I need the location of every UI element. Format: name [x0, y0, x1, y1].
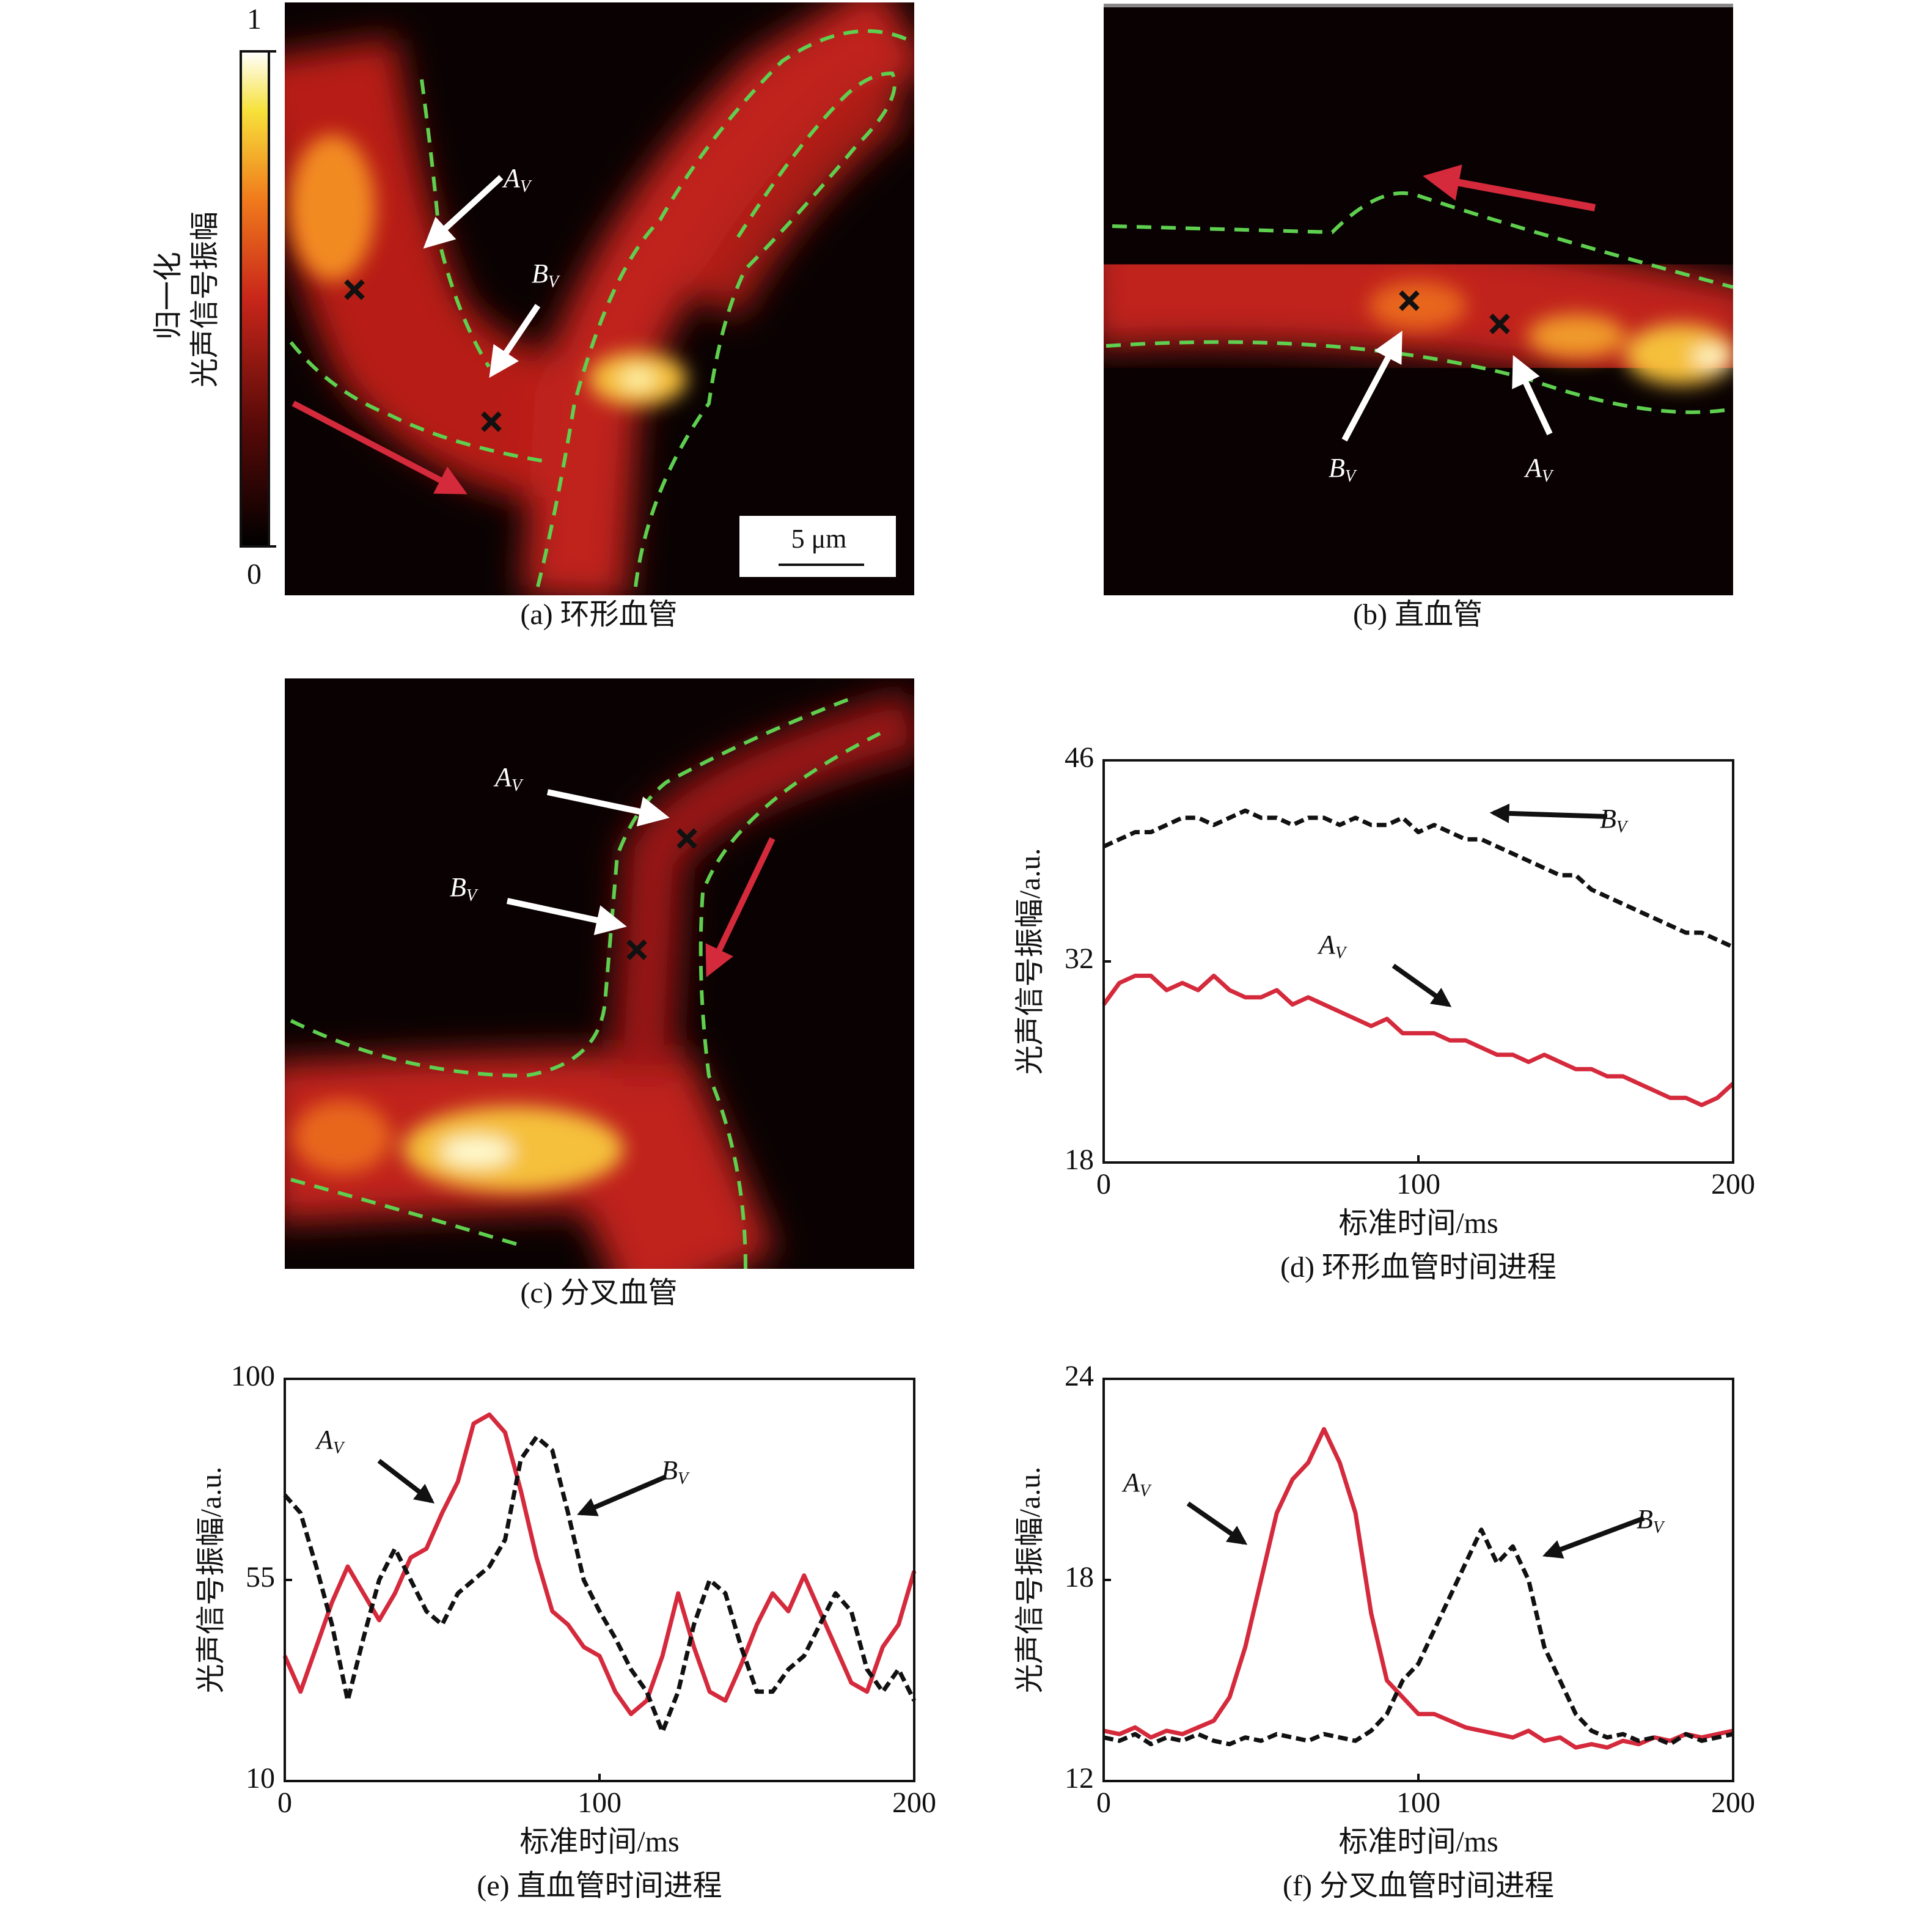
series-label-text: B: [661, 1455, 678, 1485]
colorbar-tick-label: 1: [247, 3, 262, 35]
label-arrow: [1186, 1501, 1248, 1545]
image-label: AV: [502, 163, 532, 196]
image-c: [285, 678, 914, 1269]
image-label: BV: [450, 872, 479, 905]
label-arrow: [377, 1458, 435, 1504]
series-label-text: A: [1121, 1467, 1140, 1497]
x-tick-label: 100: [1396, 1168, 1440, 1200]
series-label: AV: [1317, 930, 1348, 963]
colorbar-title: 归一化: [152, 252, 185, 340]
caption: (a) 环形血管: [520, 598, 677, 631]
series-label-sub: V: [333, 1439, 345, 1458]
label-arrow: [1392, 963, 1452, 1007]
y-tick-label: 46: [1065, 741, 1094, 774]
x-tick-label: 200: [1711, 1787, 1755, 1819]
y-tick-label: 100: [231, 1360, 275, 1392]
x-axis-label: 标准时间/ms: [1338, 1207, 1498, 1240]
colorbar: [240, 50, 270, 548]
caption: (c) 分叉血管: [520, 1277, 677, 1309]
y-tick-label: 18: [1065, 1561, 1094, 1593]
series-label: BV: [661, 1455, 690, 1488]
label-arrow: [1489, 803, 1608, 823]
x-tick-label: 100: [578, 1787, 622, 1819]
series-label: AV: [315, 1425, 345, 1458]
image-a: 5 μm: [285, 2, 914, 595]
y-axis-label: 光声信号振幅/a.u.: [1014, 848, 1046, 1075]
series-label: BV: [1637, 1504, 1665, 1537]
x-tick-label: 0: [277, 1787, 292, 1819]
label-arrow: [577, 1474, 667, 1516]
y-tick-label: 55: [246, 1561, 275, 1593]
plot-frame: [1102, 759, 1734, 1164]
y-axis-label: 光声信号振幅/a.u.: [195, 1467, 227, 1694]
series-label-text: A: [315, 1425, 334, 1455]
x-tick-label: 0: [1096, 1168, 1111, 1200]
series-label-sub: V: [1616, 818, 1629, 837]
series-line: [283, 1434, 917, 1735]
y-tick-label: 18: [1065, 1144, 1094, 1176]
caption: (f) 分叉血管时间进程: [1283, 1870, 1554, 1902]
image-label: AV: [493, 762, 524, 795]
image-label: BV: [532, 259, 560, 292]
scale-bar-label: 5 μm: [791, 524, 847, 554]
series-line: [1102, 808, 1734, 949]
label-arrow: [1542, 1516, 1645, 1559]
series-line: [282, 1412, 917, 1716]
x-tick-label: 200: [1711, 1168, 1755, 1200]
caption: (d) 环形血管时间进程: [1280, 1251, 1557, 1284]
colorbar-title: 光声信号振幅: [189, 211, 221, 388]
y-tick-label: 12: [1065, 1762, 1094, 1794]
image-label: AV: [1524, 453, 1554, 486]
y-tick-label: 10: [246, 1762, 275, 1794]
x-axis-label: 标准时间/ms: [519, 1826, 679, 1858]
x-axis-label: 标准时间/ms: [1338, 1826, 1498, 1858]
caption: (e) 直血管时间进程: [477, 1870, 722, 1902]
y-axis-label: 光声信号振幅/a.u.: [1014, 1467, 1046, 1694]
series-label-sub: V: [1140, 1482, 1152, 1500]
image-label: BV: [1329, 453, 1357, 486]
scale-bar-box: [739, 516, 896, 577]
series-label-sub: V: [678, 1469, 690, 1488]
series-label-sub: V: [1653, 1518, 1665, 1537]
series-label-text: A: [1317, 930, 1336, 960]
series-line: [1103, 1527, 1734, 1747]
caption: (b) 直血管: [1353, 598, 1483, 631]
y-tick-label: 24: [1065, 1360, 1094, 1392]
plot-frame: [1102, 1378, 1734, 1782]
series-label: AV: [1121, 1467, 1152, 1500]
series-line: [1103, 1427, 1734, 1750]
series-line: [1102, 974, 1735, 1107]
series-label-sub: V: [1335, 944, 1348, 963]
image-b: [1104, 4, 1733, 595]
x-tick-label: 0: [1096, 1787, 1111, 1819]
y-tick-label: 32: [1065, 942, 1094, 975]
series-label: BV: [1600, 804, 1629, 837]
x-tick-label: 200: [892, 1787, 936, 1819]
colorbar-tick-label: 0: [247, 558, 262, 590]
x-tick-label: 100: [1396, 1787, 1440, 1819]
